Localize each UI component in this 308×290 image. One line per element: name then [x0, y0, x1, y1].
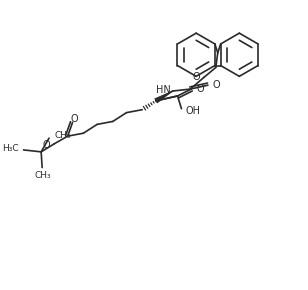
Text: CH₃: CH₃: [35, 171, 51, 180]
Text: O: O: [192, 72, 200, 82]
Text: CH₃: CH₃: [55, 131, 71, 140]
Text: O: O: [213, 80, 221, 90]
Text: HN: HN: [156, 85, 171, 95]
Text: OH: OH: [185, 106, 201, 116]
Text: O: O: [43, 140, 50, 150]
Text: O: O: [196, 84, 204, 94]
Polygon shape: [155, 91, 172, 103]
Text: O: O: [71, 113, 78, 124]
Text: H₃C: H₃C: [2, 144, 18, 153]
